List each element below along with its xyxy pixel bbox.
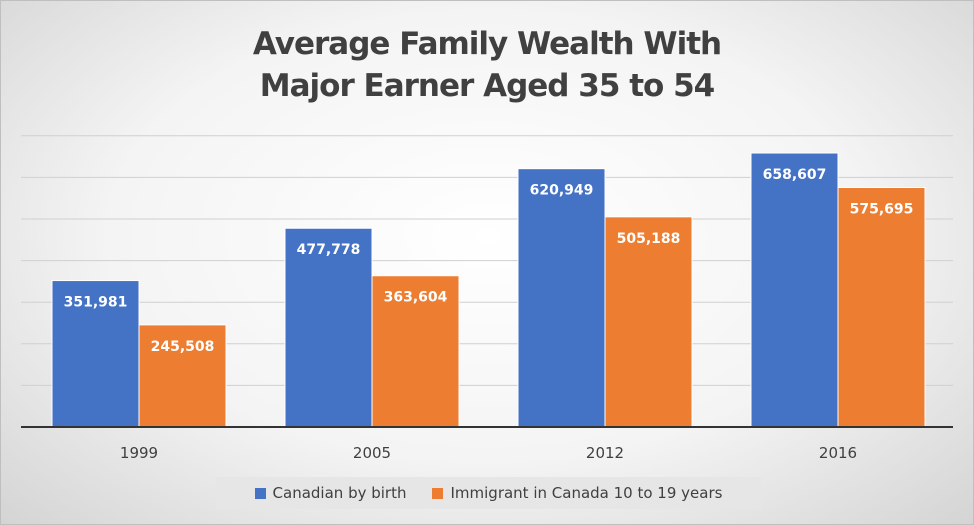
legend-swatch-canadian [254, 487, 266, 499]
chart-legend: Canadian by birth Immigrant in Canada 10… [216, 477, 761, 509]
x-tick-label-2005: 2005 [353, 444, 391, 462]
data-label-canadian-2016: 658,607 [763, 167, 827, 183]
bar-canadian-2016 [750, 152, 839, 428]
data-label-immigrant-2005: 363,604 [384, 290, 448, 306]
chart-title: Average Family Wealth With Major Earner … [1, 23, 973, 107]
legend-item-canadian: Canadian by birth [254, 484, 407, 502]
bar-immigrant-2016 [837, 187, 926, 428]
bar-immigrant-2012 [604, 216, 693, 428]
chart-title-line-1: Average Family Wealth With [252, 26, 722, 62]
data-label-canadian-2005: 477,778 [297, 242, 361, 258]
legend-swatch-immigrant [432, 487, 444, 499]
bar-canadian-2012 [517, 168, 606, 428]
legend-label-canadian: Canadian by birth [272, 484, 407, 502]
data-label-immigrant-2012: 505,188 [617, 231, 681, 247]
bar-immigrant-1999 [138, 324, 227, 428]
legend-item-immigrant: Immigrant in Canada 10 to 19 years [432, 484, 722, 502]
data-label-canadian-1999: 351,981 [64, 295, 128, 311]
bar-canadian-2005 [284, 227, 373, 428]
bar-canadian-1999 [51, 280, 140, 428]
data-label-immigrant-1999: 245,508 [151, 339, 215, 355]
chart-title-line-2: Major Earner Aged 35 to 54 [259, 68, 716, 104]
data-label-canadian-2012: 620,949 [530, 183, 594, 199]
x-tick-label-2016: 2016 [819, 444, 857, 462]
x-tick-label-1999: 1999 [120, 444, 158, 462]
legend-label-immigrant: Immigrant in Canada 10 to 19 years [450, 484, 723, 502]
data-label-immigrant-2016: 575,695 [850, 202, 914, 218]
x-tick-label-2012: 2012 [586, 444, 624, 462]
